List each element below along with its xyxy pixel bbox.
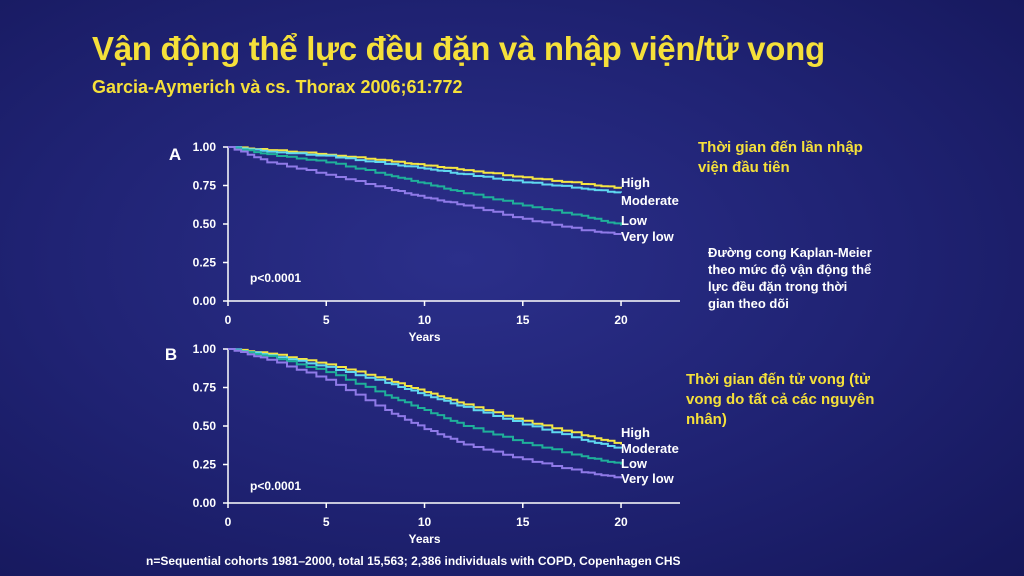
panel-a-y-tick-label: 0.25 [193,256,217,270]
panel-a-x-tick-label: 10 [418,313,432,327]
kaplan-meier-note: Đường cong Kaplan-Meier theo mức độ vận … [708,245,872,311]
panel-b-x-tick-label: 10 [418,515,432,529]
panel-a-p-value: p<0.0001 [250,271,301,285]
panel-a-note: Thời gian đến lần nhập viện đầu tiên [698,139,863,176]
panel-a-x-tick-label: 5 [323,313,330,327]
panel-a-legend-moderate: Moderate [621,193,679,208]
panel-a-y-tick-label: 0.00 [193,294,217,308]
panel-a-x-tick-label: 0 [225,313,232,327]
panel-a-series-very-low [228,146,622,235]
panel-a-series-low [228,146,622,226]
panel-a-panel-label: A [169,145,181,164]
panel-b-x-axis-label: Years [408,532,440,546]
panel-a-x-tick-label: 15 [516,313,530,327]
citation-subtitle: Garcia-Aymerich và cs. Thorax 2006;61:77… [92,77,463,97]
panel-b-x-tick-label: 0 [225,515,232,529]
panel-a-legend-high: High [621,175,650,190]
panel-a-x-axis-label: Years [408,330,440,344]
panel-b-x-tick-label: 5 [323,515,330,529]
panel-a-legend-very-low: Very low [621,229,675,244]
panel-b-x-tick-label: 15 [516,515,530,529]
panel-b-y-tick-label: 0.00 [193,496,217,510]
panel-a-legend-low: Low [621,213,648,228]
panel-b-note: Thời gian đến tử vong (tử vong do tất cả… [686,371,875,428]
panel-a-x-tick-label: 20 [614,313,628,327]
panel-b-y-tick-label: 0.50 [193,419,217,433]
panel-b-panel-label: B [165,345,177,364]
panel-a-y-tick-label: 1.00 [193,140,217,154]
panel-b-series-very-low [228,348,622,479]
footnote: n=Sequential cohorts 1981–2000, total 15… [146,554,681,568]
panel-a-series-moderate [228,146,622,194]
panel-b-legend-very-low: Very low [621,471,675,486]
panel-b-p-value: p<0.0001 [250,479,301,493]
panel-b-x-tick-label: 20 [614,515,628,529]
panel-b-legend-low: Low [621,456,648,471]
panel-b-series-low [228,348,622,465]
panel-b-y-tick-label: 1.00 [193,342,217,356]
panel-b-y-tick-label: 0.25 [193,458,217,472]
panel-b-legend-high: High [621,425,650,440]
page-title: Vận động thể lực đều đặn và nhập viện/tử… [92,30,825,67]
panel-a-y-tick-label: 0.75 [193,179,217,193]
panel-a-y-tick-label: 0.50 [193,217,217,231]
panel-b-legend-moderate: Moderate [621,441,679,456]
panel-b-y-tick-label: 0.75 [193,381,217,395]
